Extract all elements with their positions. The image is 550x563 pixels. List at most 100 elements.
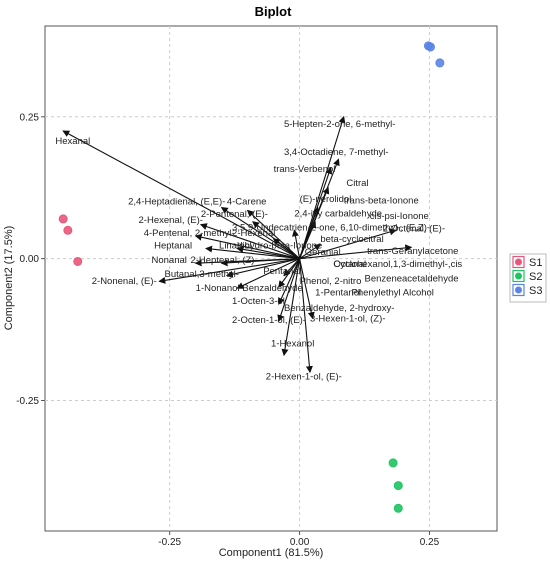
x-axis-label: Component1 (81.5%) <box>219 547 324 559</box>
loading-label: 2-Octenal, (E)- <box>383 223 445 234</box>
loading-label: Geranial <box>305 247 341 258</box>
loading-label: beta-cyclocitral <box>320 234 383 245</box>
y-ticks: 0.25 0.00 -0.25 <box>16 112 45 407</box>
loading-arrow <box>299 258 313 374</box>
grid <box>45 26 497 531</box>
loading-label: Benzeneacetaldehyde <box>365 273 459 284</box>
loading-label: Hexanal <box>55 136 90 147</box>
sample-point <box>63 225 73 235</box>
loading-labels: Hexanal 5-Hepten-2-one, 6-methyl- 3,4-Octa… <box>55 119 462 383</box>
loading-arrow <box>205 245 300 260</box>
loading-arrow <box>272 238 300 260</box>
loading-label: 4-Pentenal, 2-methyl- <box>144 228 235 239</box>
loading-label: 3,5,9-Undecatrien-2-one, 6,10-dimethyl-,… <box>232 222 430 233</box>
loading-label: cis-psi-Ionone <box>370 211 429 222</box>
loading-arrow <box>299 258 315 320</box>
loading-arrow <box>220 258 300 267</box>
legend-swatch <box>515 258 522 266</box>
loading-label: 1-Octen-3-ol <box>232 296 285 307</box>
x-tick-label: 0.25 <box>420 537 440 548</box>
legend-label: S3 <box>529 285 542 297</box>
loading-label: 2-Heptenal, (Z)- <box>190 255 257 266</box>
loading-arrow <box>158 258 300 284</box>
loading-label: Octanal <box>333 259 366 270</box>
legend-swatch-frame <box>512 255 525 269</box>
loading-arrow <box>199 223 300 260</box>
loading-arrow <box>292 229 301 259</box>
loading-arrow <box>62 130 300 260</box>
sample-point <box>388 458 398 468</box>
x-tick-label: 0.00 <box>290 537 310 548</box>
sample-point <box>435 58 445 68</box>
loading-label: 2-Octen-1-ol, (E)- <box>232 315 306 326</box>
loading-arrow <box>277 258 301 323</box>
loading-arrow <box>299 243 322 260</box>
loading-label: Benzaldehyde <box>242 283 302 294</box>
legend-label: S1 <box>529 257 542 269</box>
loading-label: 1-Pentanol <box>315 288 361 299</box>
sample-point <box>73 256 83 266</box>
loading-arrow <box>194 233 300 260</box>
chart-title: Biplot <box>255 4 292 19</box>
x-tick-label: -0.25 <box>158 537 181 548</box>
loading-arrow <box>236 258 300 289</box>
legend-swatch-frame <box>512 283 525 297</box>
loading-label: Cyclohexanol,1,3-dimethyl-,cis <box>333 259 462 270</box>
loading-label: trans-beta-Ionone <box>344 196 419 207</box>
sample-points <box>58 41 445 513</box>
loading-arrow <box>225 258 300 278</box>
loading-label: dihydro-beta-Ionone <box>237 240 322 251</box>
loading-label: 3,4-Octadiene, 7-methyl- <box>284 147 389 158</box>
loading-label: trans-Geranylacetone <box>367 246 458 257</box>
loading-arrows <box>62 115 413 374</box>
loading-label: Nonanal <box>152 255 187 266</box>
y-tick-label: -0.25 <box>16 396 39 407</box>
loading-arrow <box>299 220 317 259</box>
legend: S1 S2 S3 <box>509 253 547 303</box>
legend-label: S2 <box>529 271 542 283</box>
sample-point <box>393 481 403 491</box>
plot-area <box>44 25 498 532</box>
loading-arrow <box>246 209 300 260</box>
sample-point <box>393 503 403 513</box>
loading-label: trans-Verbenol <box>274 164 336 175</box>
loading-label: 4-Carene <box>227 197 267 208</box>
loading-label: 2-Nonenal, (E)- <box>92 276 157 287</box>
loading-label: Benzaldehyde, 2-hydroxy- <box>284 303 394 314</box>
loading-label: Butanal,3-methyl- <box>164 269 238 280</box>
loading-arrow <box>236 245 300 260</box>
loading-arrow <box>281 258 301 357</box>
loading-arrow <box>299 244 413 260</box>
loading-label: Linalool <box>219 240 252 251</box>
loading-label: Citral <box>346 178 368 189</box>
loading-label: 2,4-Heptadienal, (E,E)- <box>128 197 225 208</box>
loading-label: 2-Hexenal <box>232 228 275 239</box>
loading-label: 1-Nonanol <box>196 283 240 294</box>
legend-swatch <box>515 286 522 294</box>
loading-arrow <box>278 258 301 305</box>
loading-label: 1-Hexanol <box>271 339 314 350</box>
loading-label: 2-Hexenal, (E)- <box>139 215 203 226</box>
loading-label: 2,4-ivy carbaldehyde <box>294 209 382 220</box>
legend-swatch <box>515 272 522 280</box>
loading-arrow <box>278 258 301 288</box>
loading-label: (E)-nerolidol <box>300 194 352 205</box>
loading-label: Phenol, 2-nitro <box>300 276 362 287</box>
y-axis-label: Component2 (17.5%) <box>3 226 15 331</box>
y-tick-label: 0.00 <box>20 254 40 265</box>
legend-swatch-frame <box>512 269 525 283</box>
sample-point <box>58 214 68 224</box>
y-tick-label: 0.25 <box>20 112 40 123</box>
loading-arrow <box>299 228 397 260</box>
loading-label: 2-Hexen-1-ol, (E)- <box>266 372 342 383</box>
loading-arrow <box>220 207 300 260</box>
x-ticks: -0.25 0.00 0.25 <box>158 531 440 548</box>
loading-label: Phenylethyl Alcohol <box>352 288 434 299</box>
loading-label: 3-Hexen-1-ol, (Z)- <box>310 314 386 325</box>
loading-label: 2-Pentenal, (E)- <box>201 209 268 220</box>
loading-arrow <box>299 115 346 259</box>
loading-label: Heptanal <box>154 240 192 251</box>
sample-point <box>425 42 435 52</box>
loading-label: 5-Hepten-2-one, 6-methyl- <box>284 119 395 130</box>
